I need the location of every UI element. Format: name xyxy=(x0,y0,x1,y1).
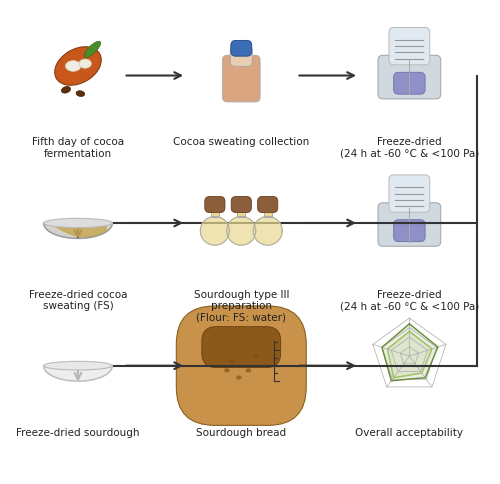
Text: Freeze-dried cocoa
sweating (FS): Freeze-dried cocoa sweating (FS) xyxy=(28,289,127,311)
Polygon shape xyxy=(253,216,282,245)
Text: Sourdough bread: Sourdough bread xyxy=(196,427,286,438)
Bar xyxy=(264,207,272,217)
FancyBboxPatch shape xyxy=(231,197,252,212)
Text: Fifth day of cocoa
fermentation: Fifth day of cocoa fermentation xyxy=(32,137,124,159)
Ellipse shape xyxy=(246,368,252,373)
FancyBboxPatch shape xyxy=(389,28,430,65)
FancyBboxPatch shape xyxy=(230,46,252,66)
Text: Sourdough type III
preparation
(Flour: FS: water): Sourdough type III preparation (Flour: F… xyxy=(194,289,289,323)
FancyBboxPatch shape xyxy=(394,220,425,242)
Polygon shape xyxy=(382,324,438,381)
Text: Freeze-dried
(24 h at -60 °C & <100 Pa): Freeze-dried (24 h at -60 °C & <100 Pa) xyxy=(340,289,479,311)
Text: Overall acceptability: Overall acceptability xyxy=(356,427,464,438)
Ellipse shape xyxy=(54,47,102,85)
Ellipse shape xyxy=(253,354,258,358)
Bar xyxy=(238,207,245,217)
Ellipse shape xyxy=(79,59,92,68)
Ellipse shape xyxy=(224,368,230,373)
Ellipse shape xyxy=(62,87,70,93)
Bar xyxy=(211,207,219,217)
FancyBboxPatch shape xyxy=(231,41,252,56)
Ellipse shape xyxy=(44,218,112,227)
FancyBboxPatch shape xyxy=(378,203,440,246)
FancyBboxPatch shape xyxy=(202,327,280,367)
Ellipse shape xyxy=(84,41,100,58)
FancyBboxPatch shape xyxy=(258,197,278,212)
Polygon shape xyxy=(50,223,106,237)
Text: Freeze-dried sourdough: Freeze-dried sourdough xyxy=(16,427,140,438)
Polygon shape xyxy=(388,332,432,378)
Ellipse shape xyxy=(66,60,81,72)
Ellipse shape xyxy=(229,359,234,363)
Polygon shape xyxy=(44,366,112,381)
FancyBboxPatch shape xyxy=(389,175,430,212)
FancyBboxPatch shape xyxy=(222,55,260,102)
Polygon shape xyxy=(200,216,230,245)
FancyBboxPatch shape xyxy=(378,55,440,99)
Ellipse shape xyxy=(44,362,112,370)
Text: Cocoa sweating collection: Cocoa sweating collection xyxy=(173,137,310,147)
Ellipse shape xyxy=(236,376,242,380)
Ellipse shape xyxy=(76,91,84,96)
FancyBboxPatch shape xyxy=(205,197,225,212)
FancyBboxPatch shape xyxy=(394,72,425,94)
Polygon shape xyxy=(44,366,112,381)
Text: Freeze-dried
(24 h at -60 °C & <100 Pa): Freeze-dried (24 h at -60 °C & <100 Pa) xyxy=(340,137,479,159)
Polygon shape xyxy=(227,216,256,245)
FancyBboxPatch shape xyxy=(176,306,306,425)
Polygon shape xyxy=(44,223,112,239)
